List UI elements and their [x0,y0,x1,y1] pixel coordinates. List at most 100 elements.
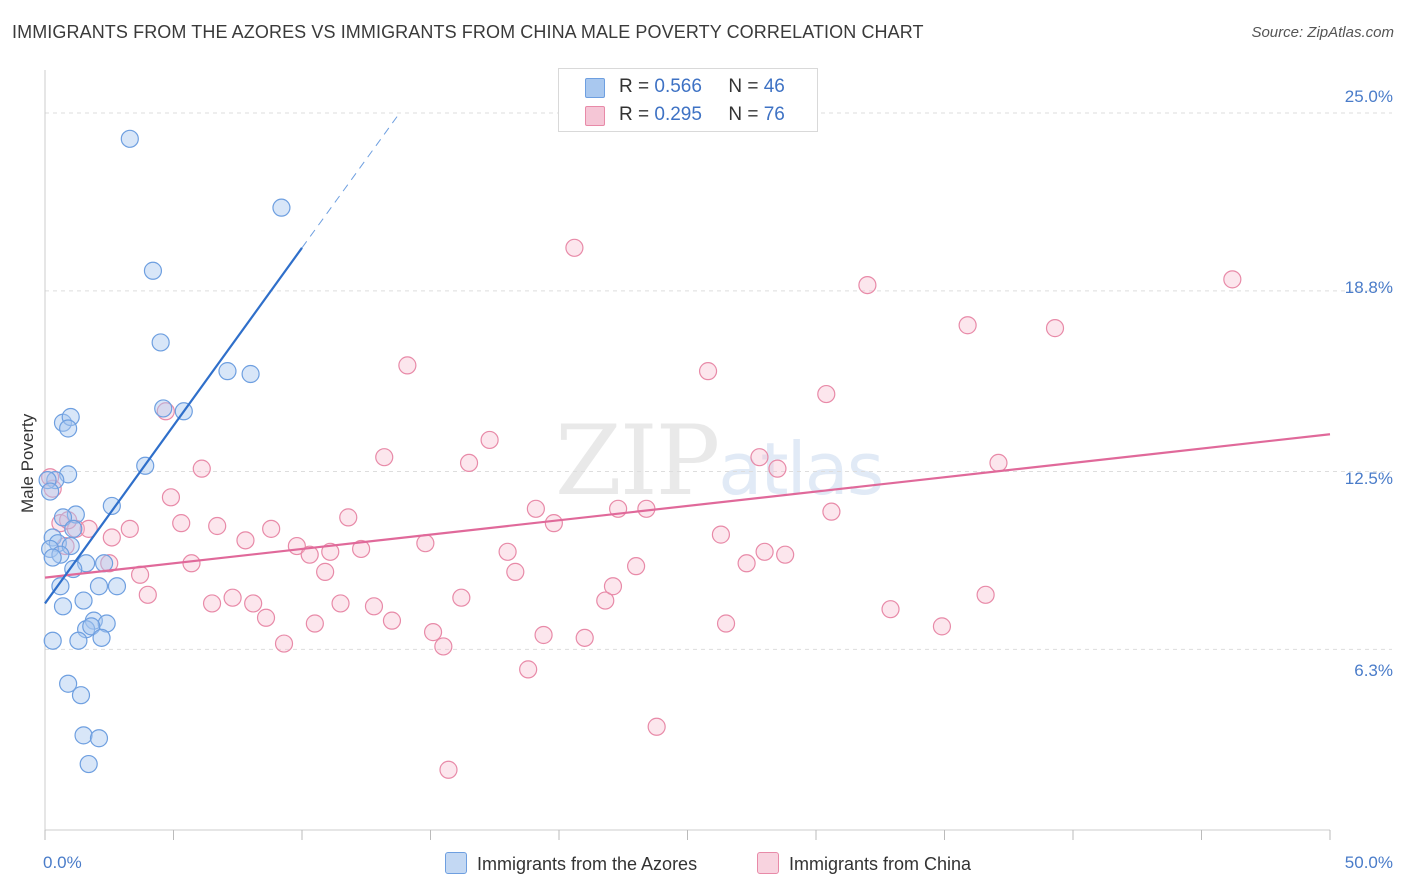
china-point [976,585,995,604]
azores-point [64,519,83,538]
correlation-legend: R = 0.566 N = 46 R = 0.295 N = 76 [558,68,818,132]
china-point [737,554,756,573]
azores-point [92,628,111,647]
china-point [300,545,319,564]
azores-point [59,674,78,693]
azores-point [154,399,173,418]
watermark-sub: atlas [718,427,884,511]
azores-point [43,631,62,650]
watermark: ZIPatlas [555,405,884,517]
china-point [498,542,517,561]
china-point [202,594,222,613]
watermark-main: ZIP [555,405,720,517]
china-point [339,508,358,527]
china-point [262,519,281,538]
azores-point [89,729,109,748]
azores-point [71,686,91,705]
legend-label: Immigrants from the Azores [477,854,698,874]
azores-point [53,508,73,527]
china-point [138,585,157,604]
china-point [989,453,1008,473]
china-point [398,356,417,375]
china-point [776,545,795,564]
china-swatch [585,106,605,126]
china-point [208,516,227,536]
r-label: R = [619,104,650,125]
legend-text: R = 0.295 N = 76 [619,104,785,126]
china-point [416,534,435,553]
r-label: R = [619,76,650,97]
azores-point [102,496,121,516]
y-tick-label: 6.3% [1354,661,1393,680]
china-point [364,597,384,616]
azores-point [43,528,62,547]
china-point [156,402,175,421]
china-point [565,238,584,257]
china-point [434,637,453,656]
x-tick-label: 50.0% [1344,853,1393,872]
china-point [755,542,774,561]
azores-point [82,617,101,636]
china-point [102,528,121,547]
china-point [316,562,335,581]
china-point [130,565,150,584]
china-point [544,514,563,533]
china-point [1045,319,1065,338]
china-point [596,591,615,610]
china-point [244,594,263,613]
china-point [172,514,191,533]
china-point [382,611,402,630]
china-point [519,660,538,679]
china-point [711,525,731,544]
china-point [1223,270,1242,289]
n-value: 46 [763,76,785,97]
azores-point [120,129,139,148]
china-point [192,459,211,478]
legend-label: Immigrants from China [789,854,972,874]
china-point [274,634,294,653]
r-value: 0.566 [654,76,702,97]
azores-point [69,631,88,650]
azores-point [74,591,93,610]
y-tick-label: 12.5% [1344,469,1393,488]
china-point [352,539,371,559]
x-tick-label: 0.0% [43,853,82,872]
legend-item-azores: Immigrants from the Azores [445,852,697,875]
china-point [375,448,394,467]
china-point [822,502,841,521]
azores-point [74,726,93,745]
azores-point [97,614,116,633]
azores-trend-line [44,247,303,605]
azores-point [41,482,60,501]
y-tick-label: 25.0% [1344,87,1393,106]
china-point [41,468,60,487]
china-point [647,717,666,736]
azores-point [79,754,98,774]
legend-text: R = 0.566 N = 46 [619,76,785,98]
azores-point [89,577,109,596]
china-point [958,316,977,335]
china-point [459,453,479,473]
china-legend-swatch [757,852,779,874]
chart-title: IMMIGRANTS FROM THE AZORES VS IMMIGRANTS… [12,22,924,42]
azores-legend-swatch [445,852,467,874]
china-point [881,600,900,619]
china-point [716,614,736,633]
azores-point [143,261,163,280]
china-point [534,625,553,645]
azores-swatch [585,78,605,98]
azores-point [241,364,260,384]
china-point [480,430,499,450]
china-trend-line [44,433,1331,579]
china-point [182,554,201,573]
legend-item-china: Immigrants from China [757,852,971,875]
y-axis-label: Male Poverty [18,413,37,513]
china-point [161,488,181,507]
china-point [79,519,98,538]
china-point [506,562,525,581]
china-point [526,499,545,518]
china-point [236,531,255,550]
china-point [100,554,119,573]
china-point [305,614,324,633]
china-point [858,275,877,295]
